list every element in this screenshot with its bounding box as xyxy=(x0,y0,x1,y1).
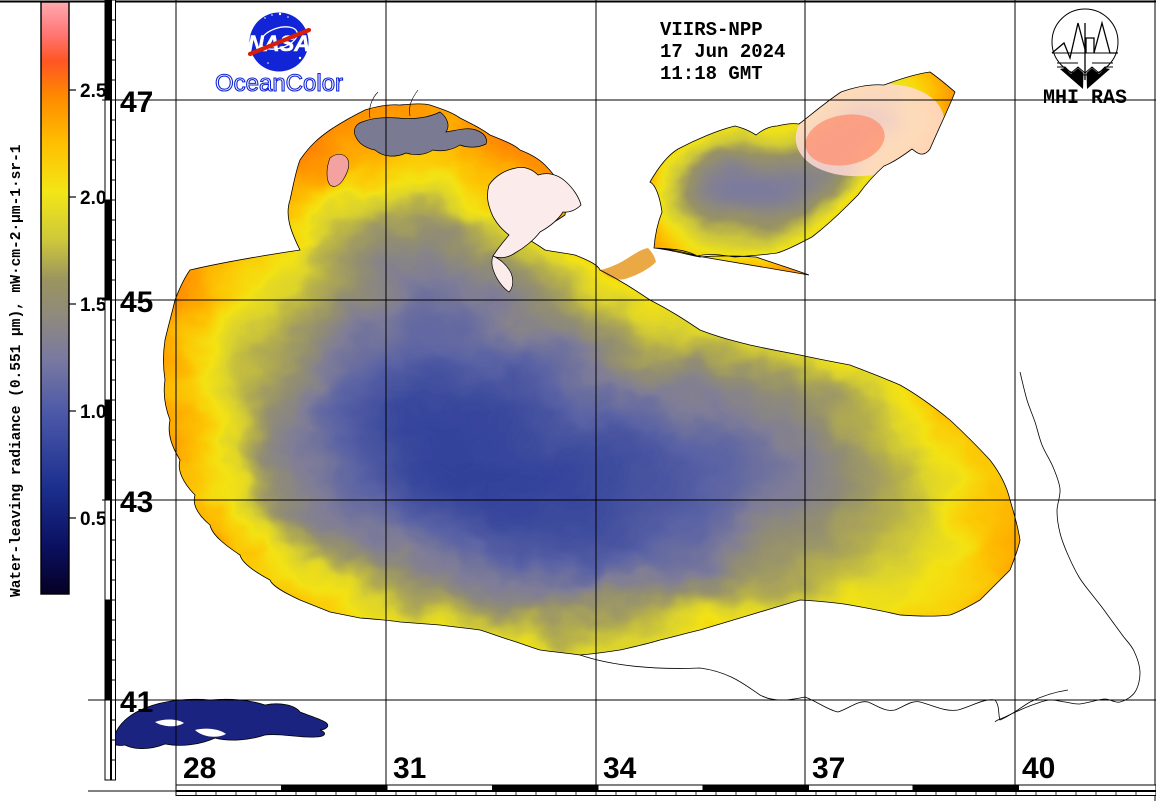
svg-text:MHI RAS: MHI RAS xyxy=(1043,87,1127,110)
svg-text:34: 34 xyxy=(603,752,637,785)
svg-text:43: 43 xyxy=(120,486,153,519)
svg-text:Water-leaving radiance (0.551: Water-leaving radiance (0.551 µm), mW·cm… xyxy=(9,144,25,597)
svg-text:40: 40 xyxy=(1022,752,1055,785)
svg-text:1.5: 1.5 xyxy=(80,295,107,316)
svg-text:17 Jun 2024: 17 Jun 2024 xyxy=(660,41,785,63)
svg-text:2.5: 2.5 xyxy=(80,81,107,102)
svg-text:OceanColor: OceanColor xyxy=(215,70,343,97)
svg-text:28: 28 xyxy=(183,752,216,785)
svg-text:2.0: 2.0 xyxy=(80,188,106,209)
svg-text:37: 37 xyxy=(812,752,845,785)
svg-text:41: 41 xyxy=(120,686,153,719)
svg-text:31: 31 xyxy=(393,752,426,785)
svg-text:VIIRS-NPP: VIIRS-NPP xyxy=(660,19,763,41)
svg-text:47: 47 xyxy=(120,86,153,119)
svg-text:11:18 GMT: 11:18 GMT xyxy=(660,63,763,85)
svg-text:0.5: 0.5 xyxy=(80,509,107,530)
svg-text:1.0: 1.0 xyxy=(80,402,106,423)
svg-text:45: 45 xyxy=(120,286,153,319)
